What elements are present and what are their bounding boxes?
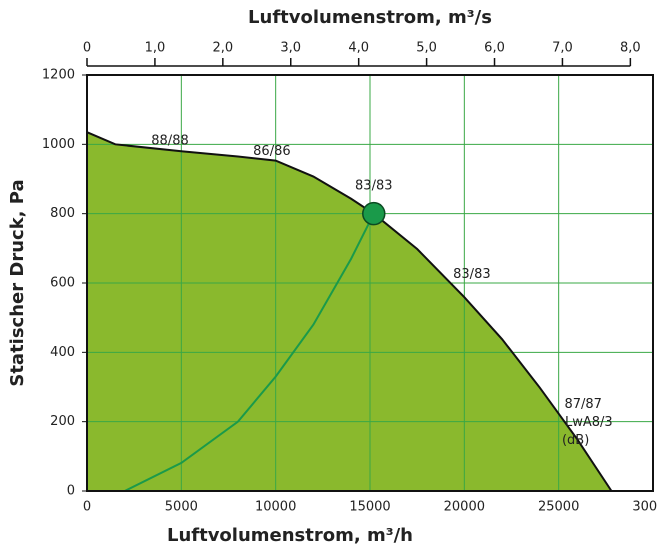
x-tick-label: 0: [83, 500, 91, 515]
x2-tick-label: 0: [83, 41, 91, 56]
x2-tick-label: 4,0: [348, 41, 369, 56]
x-tick-label: 30000: [632, 500, 657, 515]
y-tick-label: 200: [50, 414, 75, 429]
annotation: 83/83: [355, 178, 392, 193]
x2-axis-title: Luftvolumenstrom, m³/s: [248, 7, 492, 28]
x-tick-label: 5000: [165, 500, 198, 515]
x2-tick-label: 5,0: [416, 41, 437, 56]
x2-tick-label: 1,0: [145, 41, 166, 56]
y-tick-label: 800: [50, 206, 75, 221]
y-tick-label: 600: [50, 276, 75, 291]
y-axis-title: Statischer Druck, Pa: [7, 179, 28, 386]
x2-tick-label: 8,0: [620, 41, 641, 56]
annotation: 88/88: [151, 133, 188, 148]
x-tick-label: 10000: [255, 500, 296, 515]
x-tick-label: 25000: [538, 500, 579, 515]
x2-tick-label: 3,0: [280, 41, 301, 56]
operating-point: [362, 201, 386, 226]
y-tick-label: 0: [67, 484, 75, 499]
annotation: 83/83: [453, 267, 490, 282]
x-tick-label: 15000: [349, 500, 390, 515]
area-fill: [87, 132, 612, 491]
annotation: (dB): [562, 433, 589, 448]
annotation: 86/86: [253, 144, 290, 159]
fan-curve: [86, 131, 613, 492]
x2-tick-label: 6,0: [484, 41, 505, 56]
x2-tick-label: 2,0: [212, 41, 233, 56]
system-curve: [124, 213, 375, 492]
y-tick-label: 400: [50, 345, 75, 360]
x-tick-label: 20000: [444, 500, 485, 515]
x2-tick-label: 7,0: [552, 41, 573, 56]
annotation: LwA8/3: [565, 415, 613, 430]
annotation: 87/87: [564, 397, 601, 412]
y-tick-label: 1000: [42, 137, 75, 152]
y-tick-label: 1200: [42, 68, 75, 83]
x-axis-title: Luftvolumenstrom, m³/h: [167, 525, 413, 546]
